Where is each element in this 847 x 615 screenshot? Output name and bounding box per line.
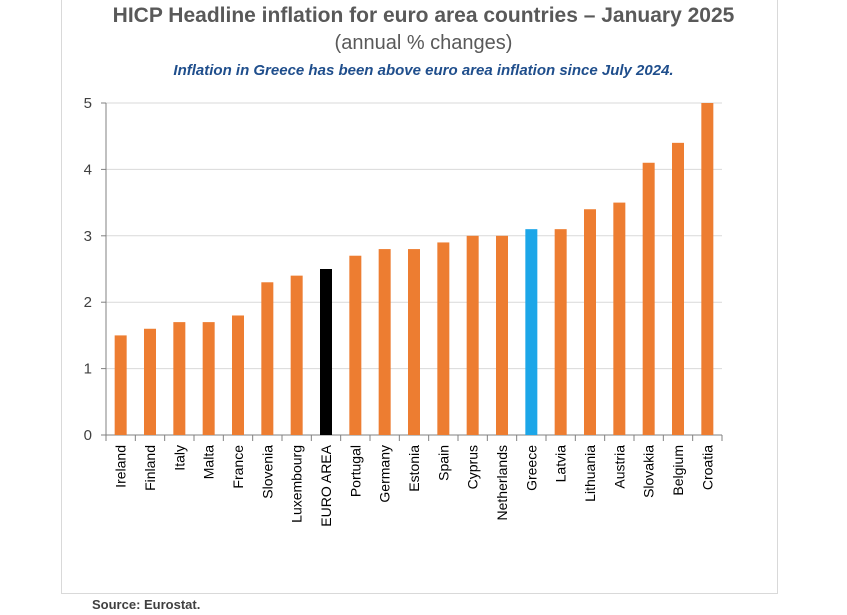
bar-france: [232, 315, 244, 435]
x-tick-label: Portugal: [347, 445, 363, 497]
bar-greece: [525, 229, 538, 435]
chart-frame: [61, 0, 778, 594]
y-tick-label: 0: [84, 427, 92, 444]
bar-estonia: [408, 249, 420, 435]
x-tick-label: Germany: [377, 445, 393, 503]
chart-title: HICP Headline inflation for euro area co…: [112, 4, 735, 27]
x-tick-label: Cyprus: [465, 445, 481, 489]
bar-germany: [378, 249, 391, 435]
x-tick-label: Slovakia: [641, 445, 657, 498]
x-tick-label: Ireland: [113, 445, 129, 488]
bar-austria: [613, 202, 626, 435]
source-note: Source: Eurostat.: [92, 597, 201, 612]
y-tick-label: 1: [84, 361, 92, 378]
x-tick-label: Spain: [435, 445, 451, 481]
x-tick-label: France: [230, 445, 246, 489]
x-tick-label: Netherlands: [494, 445, 510, 521]
bar-slovakia: [642, 162, 655, 435]
chart-annotation: Inflation in Greece has been above euro …: [173, 62, 674, 79]
x-tick-label: Croatia: [699, 445, 715, 490]
bar-netherlands: [496, 235, 508, 435]
bar-croatia: [701, 103, 714, 435]
x-tick-label: Belgium: [670, 445, 686, 496]
bar-ireland: [114, 335, 127, 435]
x-tick-label: Malta: [201, 445, 217, 479]
bar-belgium: [672, 142, 684, 435]
x-tick-label: Latvia: [553, 445, 569, 483]
x-tick-label: Slovenia: [259, 445, 275, 499]
x-tick-label: Greece: [523, 445, 539, 491]
bar-latvia: [554, 229, 567, 435]
chart-subtitle: (annual % changes): [334, 32, 513, 54]
x-tick-label: Estonia: [406, 445, 422, 492]
bar-cyprus: [466, 235, 479, 435]
bar-luxembourg: [290, 275, 303, 435]
bar-euro-area: [320, 269, 332, 435]
bar-portugal: [349, 255, 362, 435]
x-tick-label: Finland: [142, 445, 158, 491]
bar-spain: [437, 242, 450, 435]
y-tick-label: 4: [84, 161, 92, 178]
x-tick-label: Luxembourg: [289, 445, 305, 523]
x-tick-label: Italy: [171, 445, 187, 471]
y-tick-label: 2: [84, 294, 92, 311]
x-tick-label: Lithuania: [582, 445, 598, 502]
x-tick-label: Austria: [611, 445, 627, 489]
bar-slovenia: [261, 282, 274, 435]
y-tick-label: 3: [84, 228, 92, 245]
y-tick-label: 5: [84, 95, 92, 112]
x-tick-label: EURO AREA: [318, 444, 334, 526]
bar-lithuania: [584, 209, 596, 435]
bar-italy: [173, 322, 186, 435]
bar-finland: [144, 328, 156, 435]
bar-malta: [202, 322, 215, 435]
